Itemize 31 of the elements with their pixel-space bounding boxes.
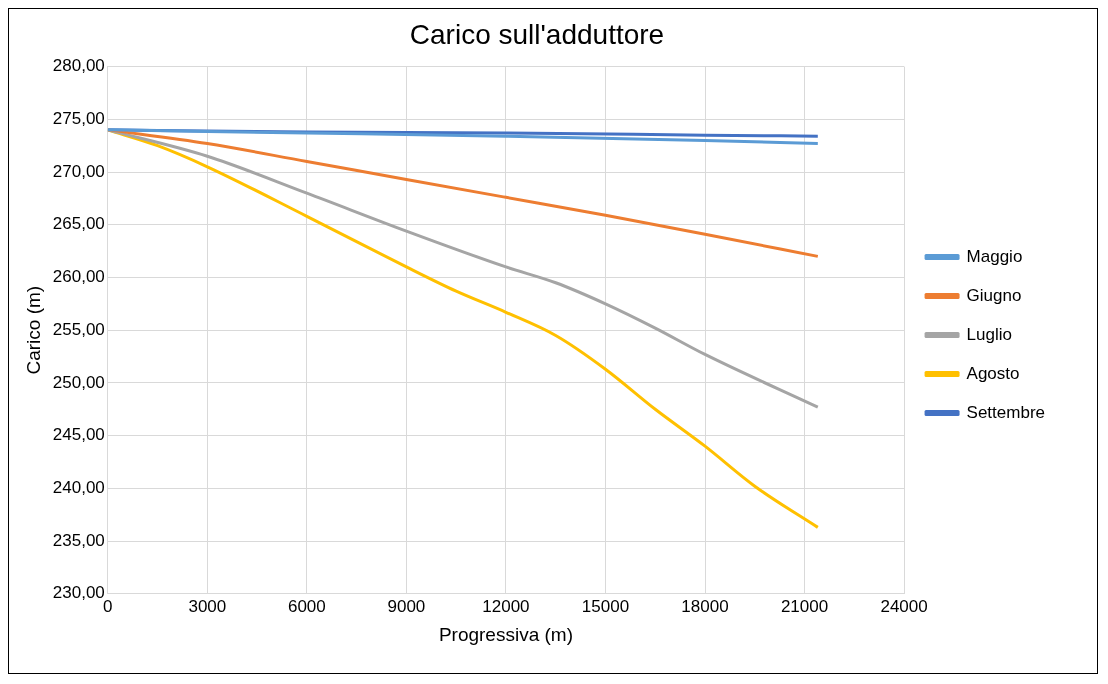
x-tick-label: 18000 — [681, 596, 729, 616]
x-tick-label: 12000 — [482, 596, 530, 616]
y-tick-label: 250,00 — [52, 372, 105, 392]
chart-title: Carico sull'adduttore — [409, 18, 665, 50]
y-tick-label: 255,00 — [52, 319, 105, 339]
legend-label: Giugno — [966, 285, 1022, 305]
x-axis-title: Progressiva (m) — [438, 623, 573, 645]
x-tick-label: 9000 — [387, 596, 426, 616]
x-tick-label: 21000 — [780, 596, 829, 616]
x-tick-label: 24000 — [880, 596, 928, 616]
y-tick-label: 280,00 — [52, 56, 105, 76]
x-tick-label: 0 — [103, 596, 113, 616]
line-series — [107, 128, 820, 146]
y-tick-label: 235,00 — [52, 530, 105, 550]
legend-label: Luglio — [966, 324, 1012, 344]
legend-label: Maggio — [966, 246, 1023, 266]
x-tick-label: 6000 — [287, 596, 326, 616]
y-tick-label: 270,00 — [52, 161, 105, 181]
y-tick-label: 275,00 — [52, 109, 105, 129]
x-tick-label: 3000 — [188, 596, 227, 616]
y-tick-label: 230,00 — [52, 583, 105, 603]
y-tick-label: 245,00 — [52, 425, 105, 445]
y-tick-label: 260,00 — [52, 267, 105, 287]
line-series — [107, 128, 820, 409]
y-axis-title: Carico (m) — [22, 285, 44, 375]
line-series — [107, 128, 820, 258]
legend-label: Settembre — [966, 402, 1046, 422]
y-tick-label: 240,00 — [52, 478, 105, 498]
legend-label: Agosto — [966, 363, 1020, 383]
y-tick-label: 265,00 — [52, 214, 105, 234]
x-tick-label: 15000 — [581, 596, 630, 616]
